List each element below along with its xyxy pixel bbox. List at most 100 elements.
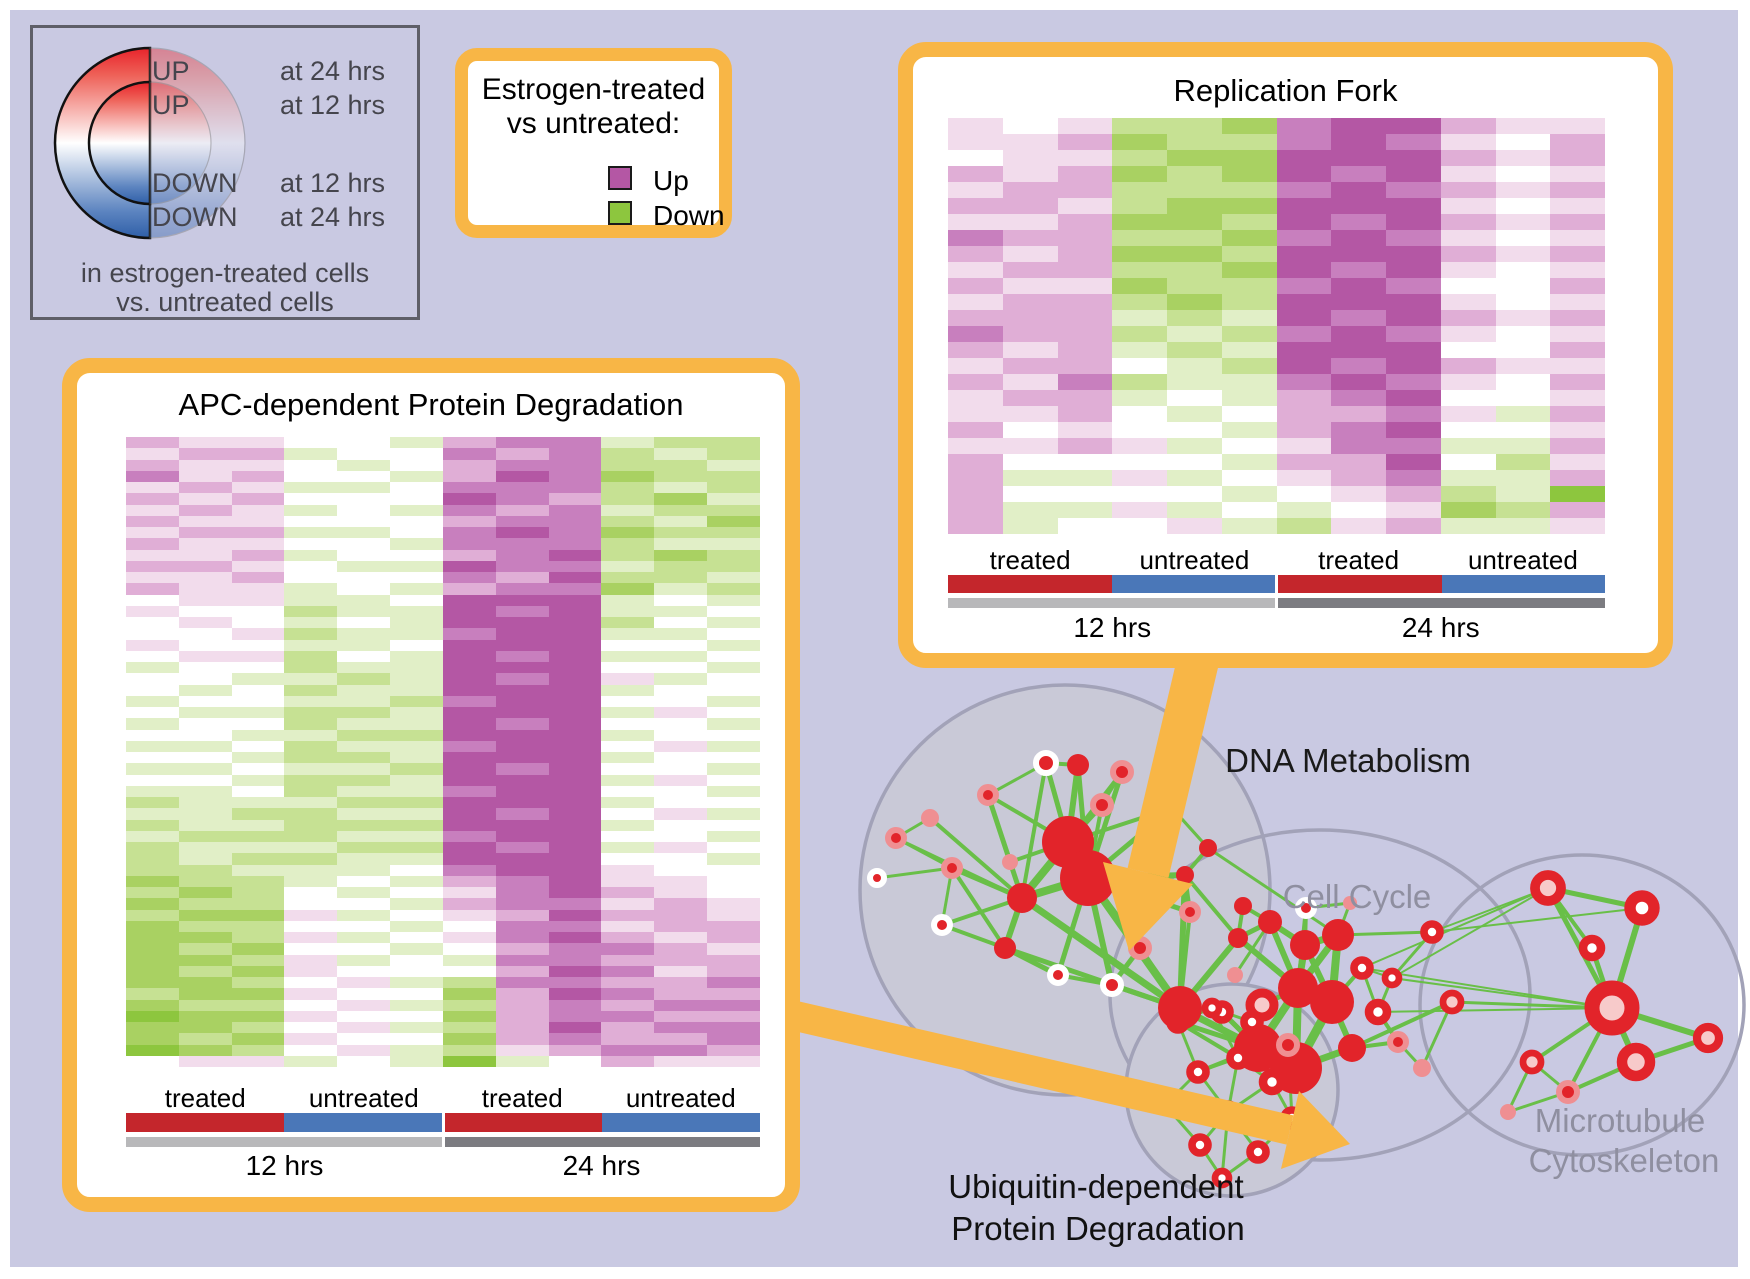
heatmap-cell <box>178 707 232 719</box>
network-edge <box>1377 1007 1613 1013</box>
heatmap-cell <box>1057 470 1113 486</box>
heatmap-cell <box>178 617 232 629</box>
heatmap-cell <box>231 943 285 955</box>
heatmap-cell <box>548 898 602 910</box>
heatmap-cell <box>178 752 232 764</box>
heatmap-cell <box>1167 198 1222 214</box>
heatmap-cell <box>1331 390 1386 406</box>
network-node <box>1278 968 1318 1008</box>
heatmap-cell <box>1057 294 1113 310</box>
heatmap-cell <box>948 198 1003 214</box>
heatmap-cell <box>707 583 760 595</box>
heatmap-cell <box>548 662 602 674</box>
heatmap-cell <box>707 763 760 775</box>
heatmap-cell <box>178 594 232 606</box>
heatmap-cell <box>601 752 655 764</box>
heatmap-cell <box>601 549 655 561</box>
heatmap-cell <box>1550 134 1605 150</box>
heatmap-cell <box>601 718 655 730</box>
heatmap-cell <box>1276 342 1332 358</box>
heatmap-cell <box>1440 246 1496 262</box>
heatmap-cell <box>654 583 708 595</box>
network-node <box>1692 1022 1724 1054</box>
heatmap-cell <box>654 1033 708 1045</box>
heatmap-cell <box>1276 486 1332 502</box>
heatmap-cell <box>442 752 496 764</box>
heatmap-cell <box>178 988 232 1000</box>
heatmap-cell <box>948 246 1003 262</box>
heatmap-cell <box>442 673 496 685</box>
heatmap-cell <box>1550 326 1605 342</box>
heatmap-cell <box>654 898 708 910</box>
heatmap-cell <box>601 695 655 707</box>
network-edge <box>928 816 1024 900</box>
heatmap-cell <box>1495 390 1551 406</box>
heatmap-cell <box>337 482 391 494</box>
heatmap-cell <box>1495 134 1551 150</box>
heatmap-cell <box>231 549 285 561</box>
heatmap-cell <box>1276 438 1332 454</box>
heatmap-cell <box>1112 374 1167 390</box>
heatmap-cell <box>178 1033 232 1045</box>
heatmap-cell <box>1440 198 1496 214</box>
heatmap-cell <box>1331 262 1386 278</box>
heatmap-cell <box>1002 518 1058 534</box>
updown-legend-title-line1: Estrogen-treated <box>481 73 706 106</box>
heatmap-cell <box>548 842 602 854</box>
heatmap-cell <box>1550 486 1605 502</box>
heatmap-cell <box>654 1010 708 1022</box>
heatmap-cell <box>495 954 549 966</box>
heatmap-cell <box>1057 422 1113 438</box>
heatmap-cell <box>1386 454 1441 470</box>
heatmap-cell <box>548 470 602 482</box>
network-node <box>1158 986 1202 1030</box>
heatmap-cell <box>601 898 655 910</box>
heatmap-cell <box>284 560 338 572</box>
heatmap-cell <box>178 954 232 966</box>
heatmap-cell <box>548 448 602 460</box>
heatmap-cell <box>1112 518 1167 534</box>
heatmap-cell <box>126 572 179 584</box>
heatmap-cell <box>1440 454 1496 470</box>
heatmap-cell <box>1495 454 1551 470</box>
heatmap-cell <box>390 493 443 505</box>
heatmap-cell <box>707 684 760 696</box>
heatmap-cell <box>1495 422 1551 438</box>
heatmap-cell <box>707 459 760 471</box>
heatmap-cell <box>1167 230 1222 246</box>
heatmap-cell <box>654 560 708 572</box>
network-node <box>1211 1167 1233 1189</box>
heatmap-cell <box>495 988 549 1000</box>
heatmap-cell <box>178 527 232 539</box>
heatmap-cell <box>495 448 549 460</box>
heatmap-cell <box>601 999 655 1011</box>
heatmap-cell <box>1002 406 1058 422</box>
heatmap-cell <box>1002 310 1058 326</box>
heatmap-cell <box>1112 294 1167 310</box>
heatmap-cell <box>231 617 285 629</box>
heatmap-cell <box>231 965 285 977</box>
heatmap-cell <box>337 774 391 786</box>
heatmap-cell <box>126 650 179 662</box>
heatmap-cell <box>495 1010 549 1022</box>
heatmap-cell <box>707 830 760 842</box>
heatmap-cell <box>390 707 443 719</box>
heatmap-cell <box>1112 422 1167 438</box>
heatmap-cell <box>126 1022 179 1034</box>
heatmap-cell <box>1276 230 1332 246</box>
heatmap-cell <box>284 763 338 775</box>
heatmap-cell <box>548 943 602 955</box>
heatmap-cell <box>495 932 549 944</box>
heatmap-cell <box>601 808 655 820</box>
heatmap-cell <box>284 774 338 786</box>
heatmap-cell <box>231 875 285 887</box>
heatmap-cell <box>390 695 443 707</box>
heatmap-cell <box>178 999 232 1011</box>
heatmap-cell <box>948 294 1003 310</box>
heatmap-cell <box>948 230 1003 246</box>
network-node <box>1616 1042 1656 1082</box>
heatmap-cell <box>1057 166 1113 182</box>
heatmap-cell <box>284 527 338 539</box>
heatmap-cell <box>548 459 602 471</box>
heatmap-cell <box>442 437 496 449</box>
